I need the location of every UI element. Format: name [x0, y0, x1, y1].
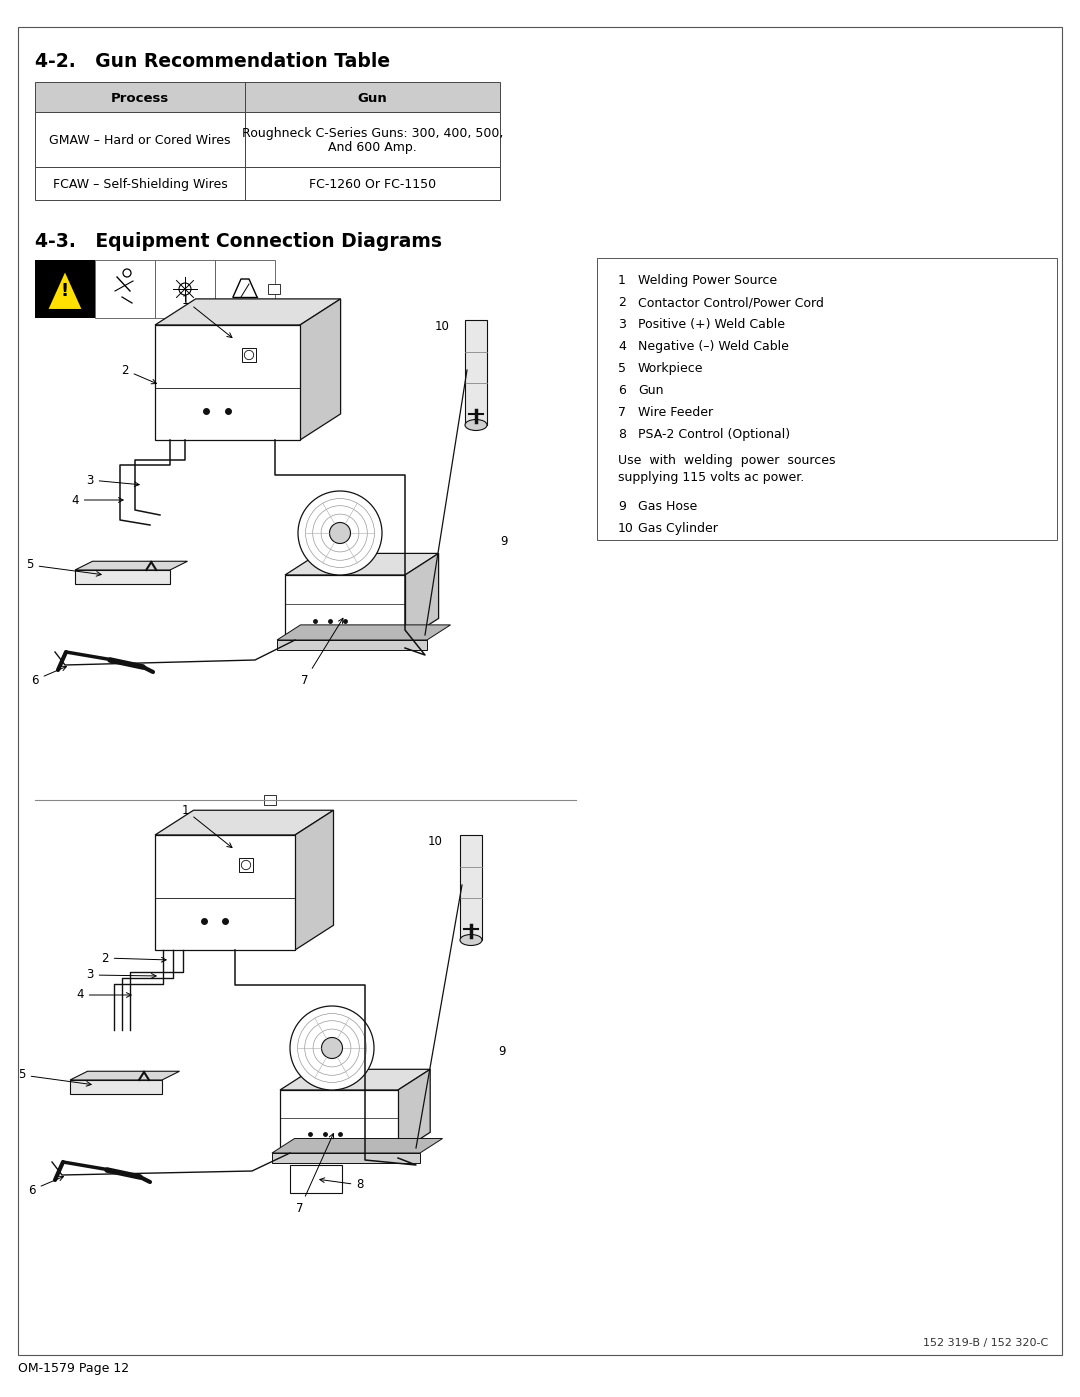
Text: 7: 7 — [296, 1133, 334, 1214]
Text: 4: 4 — [618, 339, 626, 353]
Text: 2: 2 — [618, 296, 626, 309]
Bar — [156, 260, 215, 319]
Text: FC-1260 Or FC-1150: FC-1260 Or FC-1150 — [309, 177, 436, 191]
Text: 4-2.   Gun Recommendation Table: 4-2. Gun Recommendation Table — [35, 52, 390, 71]
Bar — [35, 168, 245, 200]
Text: Contactor Control/Power Cord: Contactor Control/Power Cord — [638, 296, 824, 309]
Text: Gun: Gun — [638, 384, 663, 397]
Text: 3: 3 — [86, 474, 139, 486]
Text: Gas Hose: Gas Hose — [638, 500, 698, 513]
Text: 9: 9 — [618, 500, 626, 513]
Polygon shape — [280, 1069, 430, 1090]
Bar — [245, 168, 500, 200]
Polygon shape — [405, 553, 438, 640]
Bar — [245, 112, 500, 168]
Text: 2: 2 — [121, 363, 157, 384]
Circle shape — [322, 1038, 342, 1059]
Text: GMAW – Hard or Cored Wires: GMAW – Hard or Cored Wires — [50, 134, 231, 147]
Polygon shape — [70, 1071, 179, 1080]
Bar — [597, 258, 1057, 541]
Text: Positive (+) Weld Cable: Positive (+) Weld Cable — [638, 319, 785, 331]
Text: 9: 9 — [498, 1045, 505, 1058]
Text: 8: 8 — [618, 427, 626, 441]
Text: 10: 10 — [618, 522, 634, 535]
Text: 4: 4 — [77, 989, 131, 1002]
Text: 9: 9 — [500, 535, 508, 548]
Text: 5: 5 — [18, 1069, 91, 1087]
Text: 6: 6 — [31, 666, 67, 686]
Text: 7: 7 — [618, 407, 626, 419]
Polygon shape — [300, 299, 340, 440]
Circle shape — [298, 490, 382, 576]
Bar — [264, 795, 275, 805]
Text: Use  with  welding  power  sources
supplying 115 volts ac power.: Use with welding power sources supplying… — [618, 454, 836, 485]
Text: 3: 3 — [86, 968, 157, 982]
Polygon shape — [156, 299, 340, 326]
Bar — [95, 260, 156, 319]
Text: 3: 3 — [618, 319, 626, 331]
Circle shape — [244, 351, 254, 359]
Circle shape — [179, 284, 191, 295]
Ellipse shape — [465, 419, 487, 430]
Bar — [268, 284, 280, 293]
Text: Welding Power Source: Welding Power Source — [638, 274, 778, 286]
Polygon shape — [295, 810, 334, 950]
Bar — [239, 858, 253, 872]
Text: FCAW – Self-Shielding Wires: FCAW – Self-Shielding Wires — [53, 177, 228, 191]
Text: Gun: Gun — [357, 91, 388, 105]
Text: 10: 10 — [428, 835, 443, 848]
Text: 1: 1 — [618, 274, 626, 286]
Bar — [35, 112, 245, 168]
Text: 6: 6 — [28, 1176, 64, 1196]
Polygon shape — [399, 1069, 430, 1153]
Polygon shape — [272, 1139, 443, 1153]
Text: 5: 5 — [26, 559, 102, 576]
Text: 5: 5 — [618, 362, 626, 374]
Text: 2: 2 — [102, 951, 166, 964]
Bar — [291, 1165, 342, 1193]
Text: Negative (–) Weld Cable: Negative (–) Weld Cable — [638, 339, 788, 353]
Text: PSA-2 Control (Optional): PSA-2 Control (Optional) — [638, 427, 791, 441]
Text: Roughneck C-Series Guns: 300, 400, 500,
And 600 Amp.: Roughneck C-Series Guns: 300, 400, 500, … — [242, 127, 503, 155]
Text: 4-3.   Equipment Connection Diagrams: 4-3. Equipment Connection Diagrams — [35, 232, 442, 251]
Polygon shape — [280, 1090, 399, 1153]
Polygon shape — [156, 810, 334, 835]
Circle shape — [329, 522, 351, 543]
Text: OM-1579 Page 12: OM-1579 Page 12 — [18, 1362, 130, 1375]
Text: 6: 6 — [618, 384, 626, 397]
Bar — [35, 260, 95, 319]
Text: 1: 1 — [181, 803, 232, 848]
Bar — [215, 260, 275, 319]
Polygon shape — [48, 270, 83, 310]
Ellipse shape — [460, 935, 482, 946]
Text: Gas Cylinder: Gas Cylinder — [638, 522, 718, 535]
Text: 152 319-B / 152 320-C: 152 319-B / 152 320-C — [922, 1338, 1048, 1348]
Bar — [242, 348, 256, 362]
Text: Workpiece: Workpiece — [638, 362, 703, 374]
Bar — [75, 570, 170, 584]
Bar — [460, 835, 482, 940]
Text: 4: 4 — [71, 493, 123, 507]
Text: Wire Feeder: Wire Feeder — [638, 407, 713, 419]
Bar — [35, 82, 245, 112]
Bar — [70, 1080, 162, 1094]
Circle shape — [291, 1006, 374, 1090]
Text: Process: Process — [111, 91, 170, 105]
Text: 7: 7 — [301, 619, 343, 686]
Polygon shape — [285, 553, 438, 576]
Text: 8: 8 — [320, 1178, 364, 1192]
Bar — [245, 82, 500, 112]
Polygon shape — [276, 624, 450, 640]
Bar — [272, 1153, 420, 1162]
Bar — [276, 640, 427, 650]
Text: !: ! — [60, 282, 69, 300]
Polygon shape — [75, 562, 188, 570]
Polygon shape — [156, 326, 300, 440]
Polygon shape — [285, 576, 405, 640]
Bar — [465, 320, 487, 425]
Polygon shape — [156, 835, 295, 950]
Text: 1: 1 — [181, 293, 232, 338]
Circle shape — [241, 861, 251, 870]
Text: 10: 10 — [435, 320, 450, 332]
